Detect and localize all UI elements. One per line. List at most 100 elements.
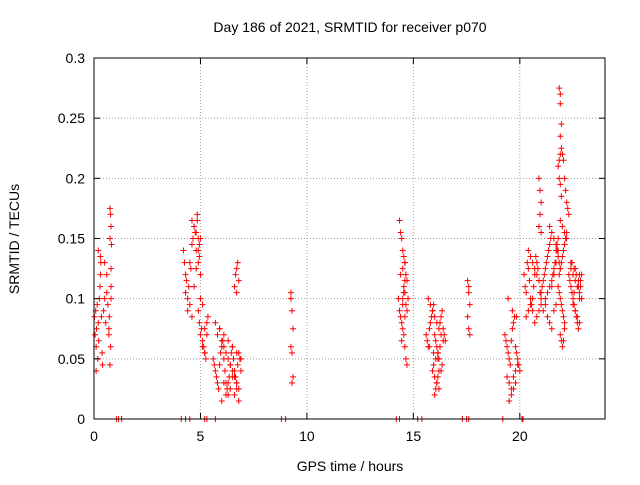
data-point <box>529 259 536 266</box>
data-point <box>510 385 517 392</box>
data-point <box>512 379 519 386</box>
data-point <box>558 193 565 200</box>
data-point <box>398 235 405 242</box>
data-point <box>540 307 547 314</box>
data-point <box>563 199 570 206</box>
data-point <box>106 205 113 212</box>
data-point <box>214 331 221 338</box>
data-point <box>199 337 206 344</box>
data-point <box>429 307 436 314</box>
data-point <box>559 307 566 314</box>
data-point <box>544 253 551 260</box>
data-point <box>201 325 208 332</box>
data-point <box>535 223 542 230</box>
data-point <box>214 379 221 386</box>
data-point <box>574 313 581 320</box>
data-point <box>217 349 224 356</box>
data-point <box>538 229 545 236</box>
data-point <box>556 259 563 266</box>
data-point <box>188 217 195 224</box>
data-point <box>425 295 432 302</box>
data-point <box>186 301 193 308</box>
data-point <box>432 385 439 392</box>
data-point <box>396 217 403 224</box>
data-point <box>555 163 562 170</box>
data-point <box>527 253 534 260</box>
data-point <box>190 235 197 242</box>
data-point <box>197 331 204 338</box>
data-point <box>533 313 540 320</box>
data-point <box>225 337 232 344</box>
x-axis-label: GPS time / hours <box>297 458 404 474</box>
data-point <box>93 325 100 332</box>
data-point <box>561 175 568 182</box>
data-point <box>184 295 191 302</box>
data-point <box>203 319 210 326</box>
data-point <box>195 307 202 314</box>
data-point <box>436 343 443 350</box>
data-point <box>97 253 104 260</box>
data-point <box>506 397 513 404</box>
data-point <box>235 397 242 404</box>
data-point <box>513 313 520 320</box>
data-point <box>107 211 114 218</box>
data-point <box>554 247 561 254</box>
data-point <box>546 283 553 290</box>
data-point <box>504 373 511 380</box>
data-point <box>211 361 218 368</box>
data-point <box>465 289 472 296</box>
data-point <box>401 313 408 320</box>
x-tick-label: 10 <box>299 428 315 444</box>
data-point <box>530 283 537 290</box>
data-point <box>558 145 565 152</box>
data-point <box>399 301 406 308</box>
data-point <box>546 241 553 248</box>
data-point <box>227 385 234 392</box>
data-point <box>225 379 232 386</box>
data-point <box>508 391 515 398</box>
data-point <box>559 223 566 230</box>
data-point <box>510 373 517 380</box>
data-point <box>196 241 203 248</box>
data-point <box>527 301 534 308</box>
data-point <box>438 331 445 338</box>
data-point <box>101 295 108 302</box>
data-point <box>466 331 473 338</box>
data-point <box>186 259 193 266</box>
chart-title: Day 186 of 2021, SRMTID for receiver p07… <box>213 19 486 35</box>
data-point <box>556 175 563 182</box>
data-point <box>401 343 408 350</box>
data-point <box>402 271 409 278</box>
data-point <box>521 271 528 278</box>
data-point <box>233 289 240 296</box>
data-point <box>439 361 446 368</box>
data-point <box>403 361 410 368</box>
data-point <box>576 319 583 326</box>
data-point <box>108 295 115 302</box>
data-point <box>287 295 294 302</box>
data-point <box>216 361 223 368</box>
data-point <box>95 337 102 344</box>
data-point <box>400 283 407 290</box>
data-point <box>524 259 531 266</box>
data-point <box>560 247 567 254</box>
data-point <box>576 289 583 296</box>
data-point <box>434 373 441 380</box>
data-point <box>466 301 473 308</box>
data-point <box>542 301 549 308</box>
data-point <box>197 235 204 242</box>
data-point <box>506 379 513 386</box>
data-point <box>108 223 115 230</box>
data-point <box>233 349 240 356</box>
data-point <box>526 277 533 284</box>
data-point <box>188 313 195 320</box>
data-point <box>523 289 530 296</box>
data-point <box>223 391 230 398</box>
data-point <box>233 385 240 392</box>
data-point <box>228 349 235 356</box>
data-point <box>218 337 225 344</box>
data-point <box>235 277 242 284</box>
data-point <box>431 391 438 398</box>
data-point <box>105 325 112 332</box>
data-point <box>557 181 564 188</box>
